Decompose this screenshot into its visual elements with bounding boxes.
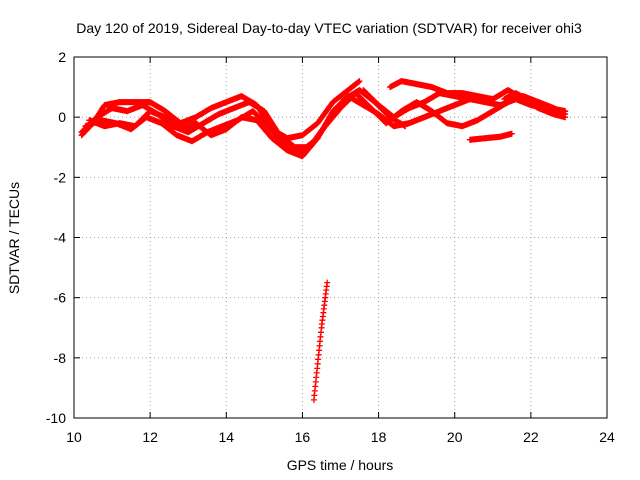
x-tick-label: 14 [218, 429, 234, 445]
x-tick-label: 16 [295, 429, 311, 445]
chart-title: Day 120 of 2019, Sidereal Day-to-day VTE… [76, 20, 582, 36]
x-tick-label: 24 [599, 429, 615, 445]
data-points [78, 78, 569, 403]
x-tick-label: 20 [447, 429, 463, 445]
data-point [324, 279, 331, 286]
plot-frame [73, 56, 608, 419]
data-point [562, 108, 569, 115]
x-tick-label: 12 [142, 429, 158, 445]
y-tick-label: 0 [58, 109, 66, 125]
y-tick-label: -10 [46, 410, 66, 426]
y-tick-label: -4 [54, 230, 67, 246]
y-tick-label: -2 [54, 169, 67, 185]
data-point [356, 78, 363, 85]
x-tick-label: 18 [371, 429, 387, 445]
x-tick-label: 10 [66, 429, 82, 445]
axis-ticks: 10 12 14 16 18 20 22 24 -10 -8 -6 -4 -2 0 2 [46, 49, 615, 445]
y-tick-label: -6 [54, 290, 67, 306]
y-axis-label: SDTVAR / TECUs [6, 182, 22, 294]
x-axis-label: GPS time / hours [287, 457, 394, 473]
x-tick-label: 22 [523, 429, 539, 445]
y-tick-label: 2 [58, 49, 66, 65]
y-tick-label: -8 [54, 350, 67, 366]
data-point [508, 130, 515, 137]
